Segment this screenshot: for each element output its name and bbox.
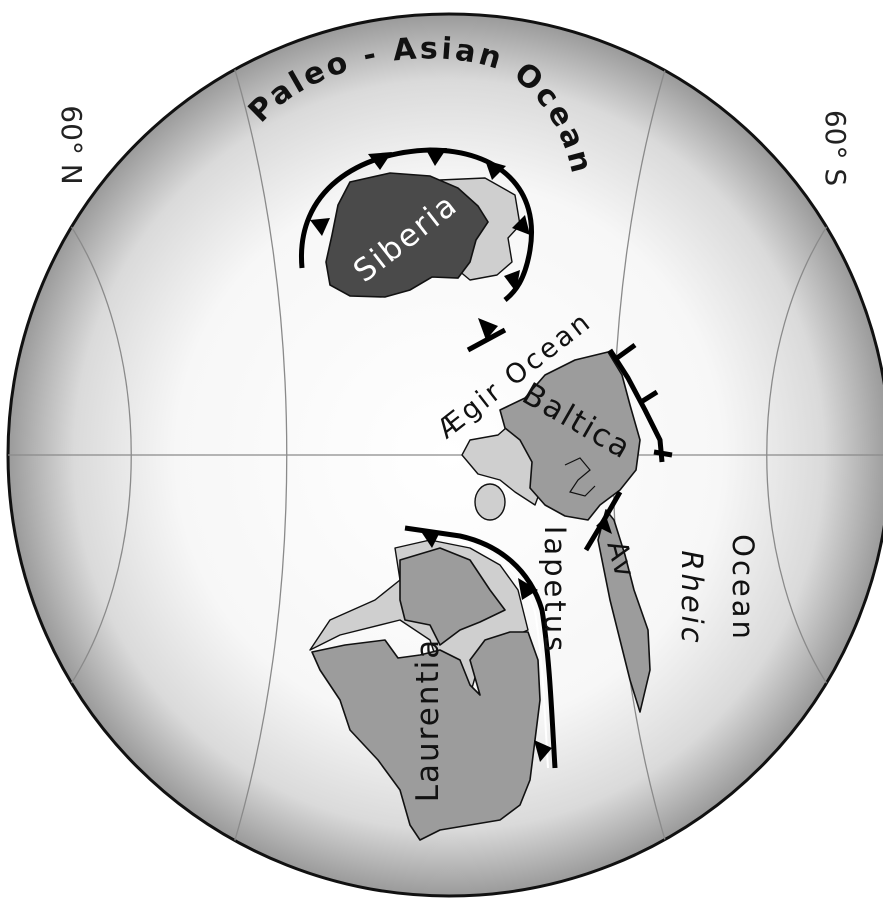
- laurentia-landmass: [311, 547, 541, 841]
- laurentia-subduction-teeth: [420, 530, 552, 762]
- subduction-tooth: [420, 530, 440, 548]
- laurentia-subduction-inner: [404, 533, 549, 769]
- meridian-line: [231, 59, 288, 851]
- baltica-subduction: [607, 348, 665, 463]
- subduction-tooth: [596, 516, 612, 534]
- siberia-subduction-teeth: [310, 148, 530, 292]
- avalonia-landmass: [597, 509, 651, 713]
- small-island: [474, 483, 506, 521]
- partial-label-top-left: 3: [220, 0, 245, 1]
- laurentia-label: Laurentia: [410, 638, 446, 802]
- subduction-tooth: [534, 740, 552, 762]
- siberia-landmass: [325, 172, 489, 298]
- subduction-tooth: [478, 318, 498, 340]
- siberia-subduction-arc: [299, 147, 534, 302]
- subduction-tick: [615, 342, 637, 361]
- laurentia-subduction: [404, 525, 558, 769]
- subduction-tooth: [504, 270, 520, 292]
- baltica-landmass: [499, 351, 641, 521]
- subduction-tooth: [425, 148, 447, 166]
- subduction-tooth: [485, 160, 506, 180]
- subduction-tooth: [368, 152, 392, 170]
- baltica-subduction-ticks: [615, 342, 673, 458]
- siberia-plate: Siberia: [325, 172, 521, 298]
- aegir-subduction-segment: [466, 327, 507, 353]
- latitude-line-south: [766, 209, 839, 701]
- subduction-tooth: [518, 578, 538, 600]
- subduction-tick: [639, 389, 659, 405]
- subduction-tick: [653, 449, 673, 458]
- subduction-tooth: [310, 218, 330, 236]
- rheic-ocean-label-line1: Rheic: [675, 550, 709, 645]
- laurentia-plate: Laurentia: [309, 539, 541, 841]
- latitude-60s-label: 60° S: [819, 110, 852, 186]
- latitude-60n-label: 60° N: [55, 105, 88, 184]
- rheic-ocean-label-line2: Ocean: [726, 534, 760, 642]
- baltica-plate: Baltica: [461, 351, 641, 521]
- subduction-tooth: [512, 215, 530, 235]
- iapetus-ocean-label: Iapetus: [538, 526, 572, 654]
- avalonia-plate: Av: [597, 509, 651, 713]
- latitude-line-north: [59, 209, 132, 701]
- partial-label-top-right: 3: [665, 0, 690, 1]
- baltica-inland-detail: [564, 457, 596, 497]
